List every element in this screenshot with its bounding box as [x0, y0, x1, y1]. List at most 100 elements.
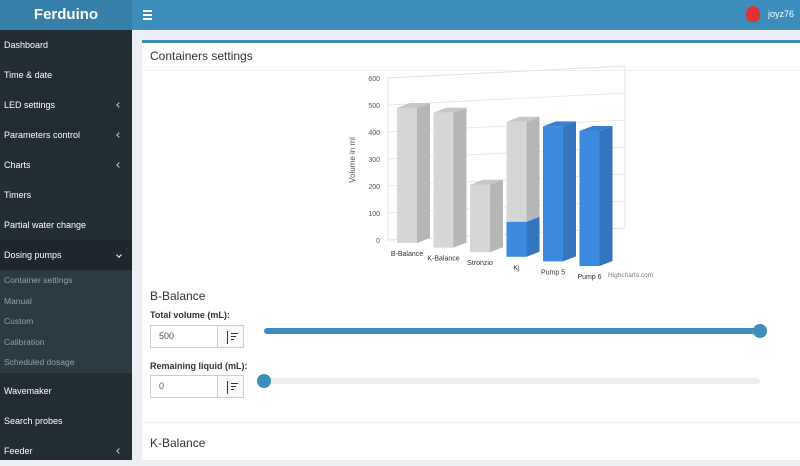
menu-toggle[interactable] [143, 14, 152, 16]
bar-top [543, 121, 576, 127]
nav-item[interactable]: Dashboard [0, 30, 132, 60]
bar-side [599, 126, 613, 266]
container-name: B-Balance [150, 289, 206, 303]
icon [227, 331, 228, 344]
bar-front [506, 121, 527, 222]
icon [231, 383, 238, 384]
icon [231, 389, 234, 390]
bar-front [397, 108, 417, 243]
bar-segment [506, 216, 540, 257]
nav-item[interactable]: Custom [0, 311, 132, 332]
nav-label: Container settings [4, 275, 73, 285]
container-name: K-Balance [150, 436, 206, 450]
user-name[interactable]: joyz76 [768, 9, 795, 19]
input[interactable]: 0 [150, 375, 218, 398]
x-tick-label: B-Balance [391, 251, 423, 258]
panel [142, 40, 800, 460]
slider-track[interactable] [264, 378, 760, 384]
divider [142, 422, 800, 423]
nav-label: Feeder [4, 445, 33, 456]
bar-top [397, 103, 430, 108]
x-tick-label: Pump 5 [541, 269, 565, 276]
slider-handle[interactable] [753, 324, 767, 338]
bar-front [433, 112, 454, 248]
nav-label: Manual [4, 295, 32, 306]
nav-item[interactable]: Partial water change [0, 210, 132, 240]
icon [231, 333, 238, 334]
nav-item[interactable]: Time & date [0, 60, 132, 90]
bar-segment [543, 121, 576, 262]
nav-item[interactable]: Charts [0, 150, 132, 180]
bar-segment [397, 103, 430, 243]
panel-title: Containers settings [150, 49, 253, 63]
nav-label: Scheduled dosage [4, 357, 75, 367]
bar-front [470, 184, 490, 253]
x-tick-label: Stronzio [467, 260, 493, 267]
slider-track[interactable] [264, 328, 760, 334]
nav-item[interactable]: Feeder [0, 436, 132, 466]
nav-item[interactable]: Parameters control [0, 120, 132, 150]
bar-side [453, 107, 467, 248]
avatar[interactable] [746, 6, 760, 22]
nav-item[interactable]: Search probes [0, 406, 132, 436]
icon [231, 336, 236, 337]
nav-label: Wavemaker [4, 385, 52, 396]
field-label: Total volume (mL): [150, 310, 230, 320]
bar-side [526, 216, 540, 257]
bar-side [417, 103, 430, 243]
bar-segment [506, 116, 540, 222]
icon [231, 339, 234, 340]
x-tick-label: K-Balance [427, 256, 459, 263]
nav-label: Custom [4, 316, 34, 326]
nav-label: Partial water change [4, 220, 87, 230]
nav-label: Time & date [4, 70, 53, 80]
menu-toggle[interactable] [143, 18, 152, 20]
bar-top [506, 116, 540, 122]
nav-item[interactable]: LED settings [0, 90, 132, 120]
nav-item[interactable]: Container settings [0, 270, 132, 291]
y-tick-label: 200 [368, 184, 380, 191]
bar-front [543, 126, 563, 262]
bar-front [506, 221, 527, 257]
y-tick-label: 500 [368, 103, 380, 110]
input[interactable]: 500 [150, 325, 218, 348]
y-tick-label: 400 [368, 130, 380, 137]
icon [227, 381, 228, 394]
bar-segment [470, 179, 503, 253]
divider [142, 70, 800, 71]
nav-label: Parameters control [4, 130, 81, 140]
nav-item[interactable]: Scheduled dosage [0, 352, 132, 373]
icon [231, 386, 236, 387]
nav-label: Dosing pumps [4, 250, 62, 260]
nav-label: Timers [4, 190, 32, 200]
y-tick-label: 0 [376, 238, 380, 245]
y-tick-label: 600 [368, 76, 380, 83]
nav-item[interactable]: Calibration [0, 331, 132, 352]
field-label: Remaining liquid (mL): [150, 361, 248, 371]
y-axis-title: Volume in ml [348, 137, 357, 183]
bar-side [563, 121, 576, 262]
bar-top [579, 126, 613, 131]
nav-label: Search probes [4, 415, 63, 426]
bar-segment [579, 126, 613, 266]
slider-handle[interactable] [257, 374, 271, 388]
sort-button[interactable] [218, 375, 244, 398]
nav-item[interactable]: Wavemaker [0, 376, 132, 406]
bar-top [470, 179, 503, 185]
sort-button[interactable] [218, 325, 244, 348]
nav-item[interactable]: Timers [0, 180, 132, 210]
credit: Highcharts.com [608, 272, 653, 279]
y-tick-label: 300 [368, 157, 380, 164]
y-tick-label: 100 [368, 211, 380, 218]
x-tick-label: Kj [513, 265, 520, 272]
bar-side [526, 116, 540, 222]
menu-toggle[interactable] [143, 10, 152, 12]
x-tick-label: Pump 6 [577, 274, 601, 281]
nav-item[interactable]: Dosing pumps [0, 240, 132, 270]
nav-label: Dashboard [4, 40, 49, 50]
nav-item[interactable]: Manual [0, 290, 132, 311]
bar-side [490, 179, 503, 253]
brand[interactable]: Ferduino [0, 0, 132, 30]
